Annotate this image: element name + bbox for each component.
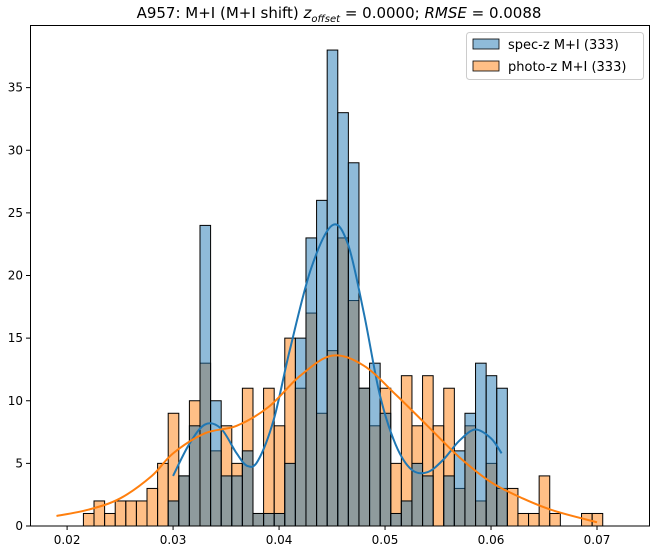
spec-z-bar xyxy=(294,337,307,527)
spec-z-bar xyxy=(210,400,222,527)
spec-z-bar xyxy=(178,475,190,527)
y-tick-label: 0 xyxy=(15,519,23,533)
spec-z-bar xyxy=(400,500,413,527)
spec-z-bars xyxy=(167,49,508,527)
spec-z-bar xyxy=(347,162,360,527)
photo-z-bar xyxy=(82,512,95,527)
photo-z-bar xyxy=(157,462,169,527)
photo-z-bar xyxy=(114,500,127,527)
x-axis: 0.02 0.03 0.04 0.05 0.06 0.07 xyxy=(54,526,611,547)
title-offset-sub: offset xyxy=(311,14,341,25)
y-tick-label: 15 xyxy=(8,331,23,345)
y-tick-label: 35 xyxy=(8,81,23,95)
spec-z-bar xyxy=(231,475,243,527)
photo-z-bar xyxy=(146,487,159,527)
x-tick-label: 0.03 xyxy=(160,533,187,547)
spec-z-bar xyxy=(263,512,275,527)
spec-z-bar xyxy=(337,112,349,527)
spec-z-bar xyxy=(199,224,212,527)
photo-z-bar xyxy=(591,512,604,527)
photo-z-kde-line xyxy=(56,354,598,524)
x-tick-label: 0.06 xyxy=(478,533,505,547)
spec-z-bar xyxy=(273,512,286,527)
legend-swatch-spec-z xyxy=(472,38,500,50)
title-prefix: A957: M+I (M+I shift) xyxy=(137,4,304,22)
legend-label-spec-z: spec-z M+I (333) xyxy=(508,38,619,53)
legend: spec-z M+I (333) photo-z M+I (333) xyxy=(466,32,644,80)
spec-z-kde-line xyxy=(172,223,503,477)
photo-z-bar xyxy=(528,512,540,527)
plot-frame xyxy=(30,25,650,527)
title-rmse-value: = 0.0088 xyxy=(467,4,542,22)
title-z: z xyxy=(303,4,313,22)
spec-z-bar xyxy=(475,362,487,527)
photo-z-bar xyxy=(125,500,137,527)
y-tick-label: 20 xyxy=(8,269,23,283)
spec-z-bar xyxy=(496,387,508,527)
spec-z-bar xyxy=(220,475,233,527)
spec-z-bar xyxy=(485,375,498,527)
title-rmse: RMSE xyxy=(424,4,467,22)
photo-z-bar xyxy=(273,425,286,527)
x-tick-label: 0.07 xyxy=(584,533,611,547)
y-tick-label: 10 xyxy=(8,394,23,408)
spec-z-bar xyxy=(326,49,339,527)
y-tick-label: 5 xyxy=(15,456,23,470)
chart-title: A957: M+I (M+I shift) zoffset = 0.0000; … xyxy=(137,4,542,25)
y-tick-label: 25 xyxy=(8,206,23,220)
y-tick-label: 30 xyxy=(8,143,23,157)
spec-z-bar xyxy=(422,475,434,527)
x-tick-label: 0.04 xyxy=(266,533,293,547)
photo-z-bar xyxy=(104,512,116,527)
x-tick-label: 0.02 xyxy=(54,533,81,547)
spec-z-bar xyxy=(453,450,466,527)
photo-z-bar xyxy=(135,500,148,527)
legend-box xyxy=(466,32,644,80)
legend-label-photo-z: photo-z M+I (333) xyxy=(508,60,626,75)
spec-z-bar xyxy=(358,387,371,527)
photo-z-bar xyxy=(538,475,551,527)
photo-z-bar xyxy=(549,512,561,527)
y-axis: 0 5 10 15 20 25 30 35 xyxy=(8,81,30,533)
kde-curves xyxy=(56,223,598,524)
photo-z-bar xyxy=(517,512,530,527)
spec-z-bar xyxy=(167,500,180,527)
spec-z-bar xyxy=(443,475,455,527)
x-tick-label: 0.05 xyxy=(372,533,399,547)
legend-swatch-photo-z xyxy=(472,60,500,72)
spec-z-bar xyxy=(284,462,296,527)
title-offset-value: = 0.0000; xyxy=(340,4,424,22)
spec-z-bar xyxy=(390,512,402,527)
spec-z-bar xyxy=(252,512,265,527)
